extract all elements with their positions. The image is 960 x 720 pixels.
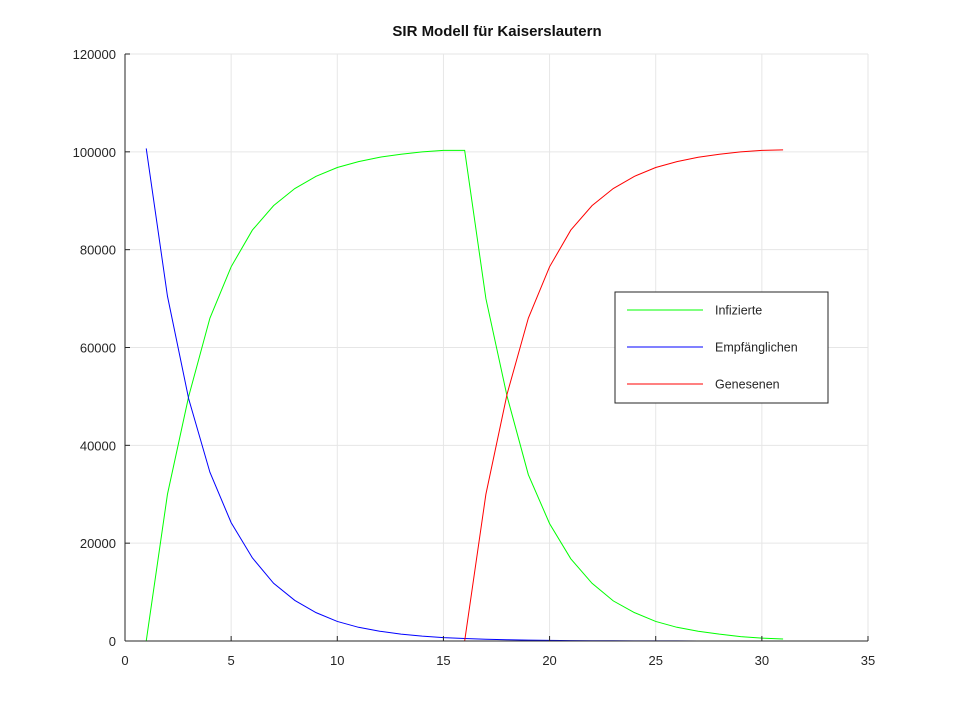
x-tick-label-1: 5 xyxy=(228,653,235,668)
y-tick-label-0: 0 xyxy=(109,634,116,649)
y-tick-label-5: 100000 xyxy=(73,145,116,160)
chart-title: SIR Modell für Kaiserslautern xyxy=(392,23,601,40)
axes: 0 5 10 15 20 25 30 35 0 20000 40000 60000 80000 10000… xyxy=(73,47,876,668)
x-tick-label-6: 30 xyxy=(755,653,769,668)
legend: Infizierte Empfänglichen Genesenen xyxy=(614,291,829,404)
x-tick-label-0: 0 xyxy=(121,653,128,668)
x-tick-label-4: 20 xyxy=(542,653,556,668)
x-tick-label-2: 10 xyxy=(330,653,344,668)
y-tick-label-6: 120000 xyxy=(73,47,116,62)
y-tick-label-4: 80000 xyxy=(80,243,116,258)
series-line-0 xyxy=(145,149,784,642)
x-tick-label-5: 25 xyxy=(648,653,662,668)
y-tick-label-3: 60000 xyxy=(80,341,116,356)
y-tick-label-1: 20000 xyxy=(80,536,116,551)
y-tick-label-2: 40000 xyxy=(80,438,116,453)
x-tick-label-7: 35 xyxy=(861,653,875,668)
legend-label-1: Empfänglichen xyxy=(715,341,798,355)
legend-label-0: Infizierte xyxy=(715,304,762,318)
legend-label-2: Genesenen xyxy=(715,378,780,392)
x-tick-label-3: 15 xyxy=(436,653,450,668)
